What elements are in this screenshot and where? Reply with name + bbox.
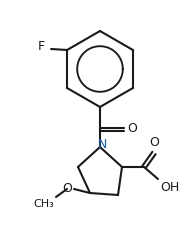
Text: N: N xyxy=(97,139,107,152)
Text: O: O xyxy=(149,136,159,149)
Text: O: O xyxy=(62,183,72,195)
Text: O: O xyxy=(127,122,137,135)
Text: CH₃: CH₃ xyxy=(33,199,54,209)
Text: F: F xyxy=(38,41,45,53)
Text: OH: OH xyxy=(160,181,179,194)
